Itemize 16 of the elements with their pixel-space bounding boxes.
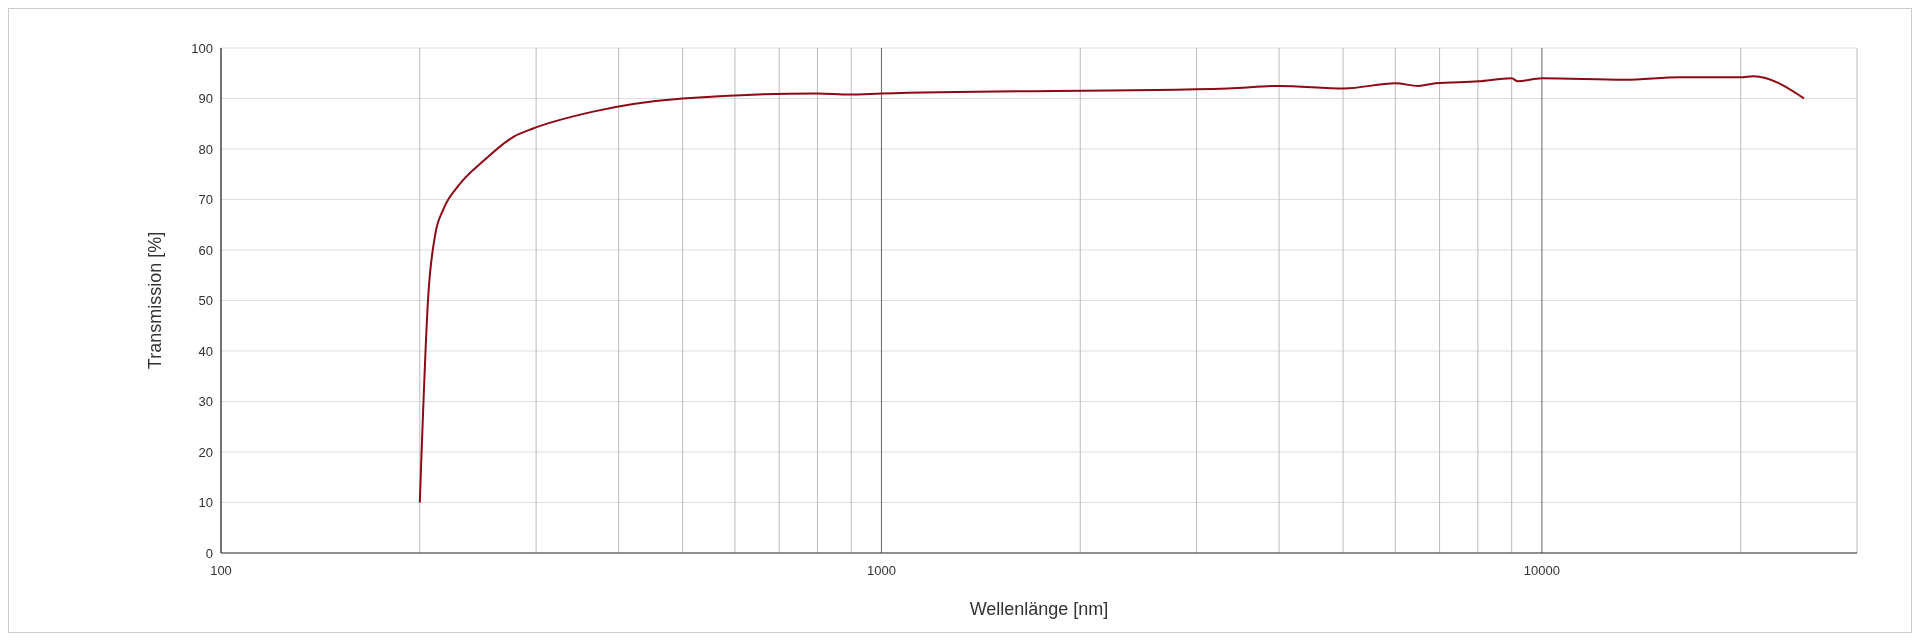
x-axis-title: Wellenlänge [nm] [969,599,1109,619]
y-tick-label: 100 [191,40,213,56]
y-tick-label: 30 [198,394,213,410]
y-tick-label: 80 [198,141,213,157]
y-tick-label: 40 [198,343,213,359]
y-tick-label: 10 [198,495,213,511]
y-tick-label: 60 [198,242,213,258]
x-tick-label: 10000 [1523,563,1560,578]
y-tick-label: 70 [198,192,213,208]
y-axis-title: Transmission [%] [145,231,165,370]
x-tick-label: 1000 [866,563,896,578]
y-tick-label: 0 [205,545,213,561]
y-tick-label: 50 [198,293,213,309]
y-tick-label: 20 [198,444,213,460]
x-tick-label: 100 [210,563,232,578]
y-tick-label: 90 [198,91,213,107]
